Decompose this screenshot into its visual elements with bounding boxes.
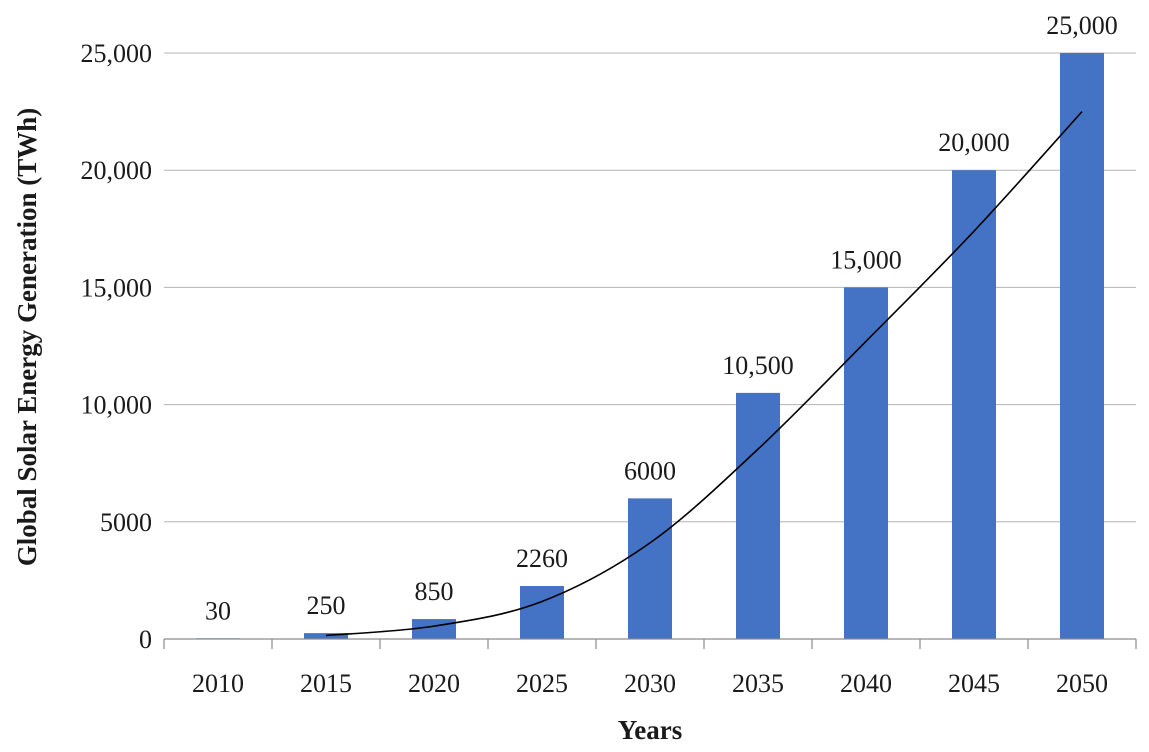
x-tick-label: 2015 xyxy=(300,669,352,698)
data-label: 10,500 xyxy=(722,351,794,380)
bar xyxy=(628,498,672,639)
x-tick-label: 2030 xyxy=(624,669,676,698)
data-label: 250 xyxy=(307,591,346,620)
trendline xyxy=(325,111,1083,637)
x-tick-label: 2025 xyxy=(516,669,568,698)
data-labels: 30 250 850 2260 6000 10,500 15,000 20,000 25,000 xyxy=(205,11,1118,625)
x-axis-title: Years xyxy=(618,715,682,745)
bar xyxy=(412,619,456,639)
x-tick-label: 2010 xyxy=(192,669,244,698)
x-tick-labels: 2010 2015 2020 2025 2030 2035 2040 2045 2050 xyxy=(192,669,1108,698)
data-label: 15,000 xyxy=(830,245,902,274)
y-tick-label: 20,000 xyxy=(81,156,153,185)
x-tick-label: 2040 xyxy=(840,669,892,698)
y-tick-label: 25,000 xyxy=(81,39,153,68)
x-tick-label: 2035 xyxy=(732,669,784,698)
bar xyxy=(952,170,996,639)
axes xyxy=(163,638,1137,649)
data-label: 25,000 xyxy=(1046,11,1118,40)
data-label: 30 xyxy=(205,596,231,625)
bar xyxy=(1060,53,1104,639)
bar xyxy=(520,586,564,639)
bars xyxy=(196,53,1104,639)
data-label: 850 xyxy=(415,577,454,606)
bar xyxy=(844,287,888,639)
x-tick-label: 2045 xyxy=(948,669,1000,698)
trendline-layer xyxy=(325,111,1083,637)
bar xyxy=(736,392,780,639)
y-tick-label: 0 xyxy=(139,625,152,654)
y-tick-labels: 0 5000 10,000 15,000 20,000 25,000 xyxy=(81,39,153,654)
data-label: 2260 xyxy=(516,544,568,573)
y-axis-title: Global Solar Energy Generation (TWh) xyxy=(12,108,42,567)
bar xyxy=(304,633,348,639)
data-label: 20,000 xyxy=(938,128,1010,157)
y-tick-label: 10,000 xyxy=(81,391,153,420)
x-tick-label: 2020 xyxy=(408,669,460,698)
x-tick-label: 2050 xyxy=(1056,669,1108,698)
y-tick-label: 15,000 xyxy=(81,273,153,302)
y-tick-label: 5000 xyxy=(100,508,152,537)
data-label: 6000 xyxy=(624,456,676,485)
